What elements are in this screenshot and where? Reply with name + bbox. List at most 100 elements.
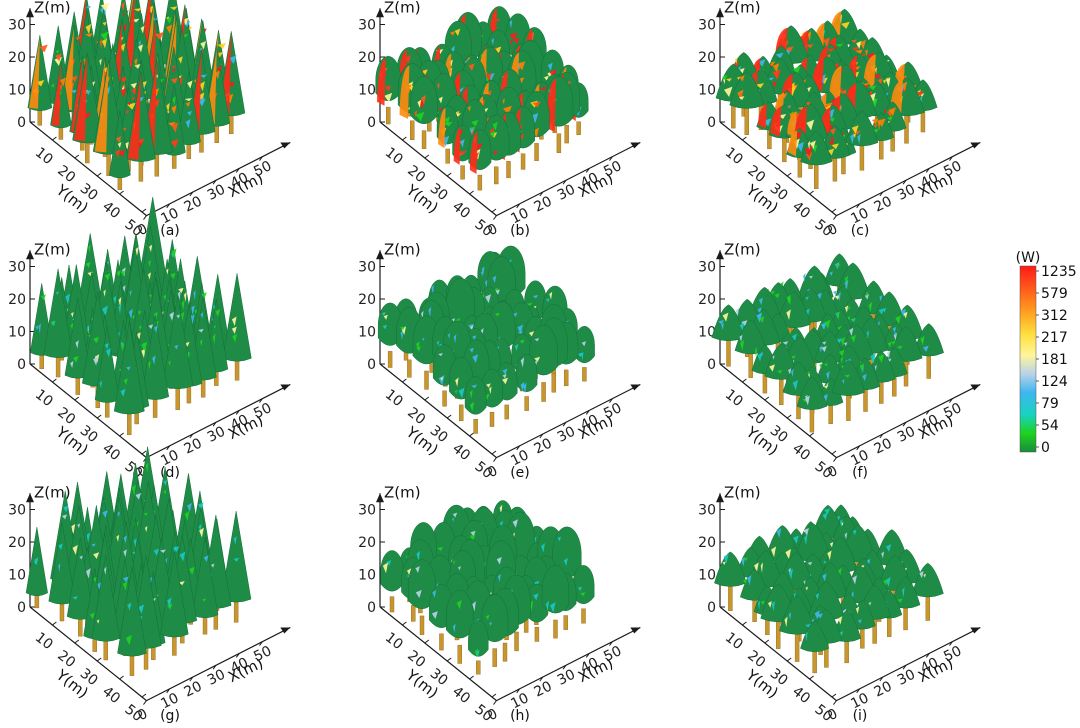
- x-tick-mark: [235, 168, 240, 173]
- irradiance-patch: [421, 94, 426, 105]
- tree-trunk: [903, 604, 908, 631]
- irradiance-patch: [831, 143, 839, 150]
- z-tick-label: 10: [358, 83, 376, 99]
- x-tick-label: 30: [205, 182, 228, 204]
- y-axis-line: [719, 121, 837, 217]
- irradiance-patch: [739, 68, 745, 74]
- x-tick-label: 10: [508, 690, 531, 712]
- irradiance-patch: [217, 42, 227, 50]
- z-axis-label: Z(m): [724, 240, 761, 258]
- z-tick-label: 10: [358, 568, 376, 584]
- irradiance-patch: [513, 37, 520, 45]
- irradiance-patch: [490, 130, 496, 139]
- irradiance-patch: [59, 77, 66, 87]
- irradiance-patch: [467, 105, 471, 112]
- irradiance-patch: [133, 538, 137, 548]
- irradiance-patch: [747, 575, 752, 586]
- irradiance-patch: [726, 78, 732, 82]
- irradiance-patch: [830, 128, 836, 136]
- irradiance-patch: [823, 37, 830, 48]
- irradiance-patch: [754, 562, 759, 573]
- irradiance-face: [438, 107, 446, 149]
- irradiance-patch: [153, 325, 158, 333]
- tree: [734, 319, 767, 378]
- panel: Z(m)01020301020304050Y(m)01020304050X(m)…: [698, 240, 981, 482]
- irradiance-patch: [200, 339, 203, 347]
- irradiance-patch: [171, 65, 176, 69]
- irradiance-patch: [872, 128, 879, 133]
- tree-trunk: [846, 392, 851, 421]
- x-tick-label: 50: [601, 158, 624, 180]
- tree: [221, 510, 252, 623]
- irradiance-patch: [754, 347, 758, 358]
- tree: [113, 321, 145, 436]
- x-tick-mark: [189, 433, 194, 439]
- irradiance-patch: [882, 79, 887, 84]
- x-tick-mark: [925, 653, 930, 658]
- irradiance-face: [51, 63, 61, 127]
- tree-trunk: [424, 370, 429, 390]
- irradiance-patch: [70, 361, 74, 369]
- irradiance-patch: [806, 119, 815, 131]
- irradiance-patch: [836, 338, 843, 344]
- irradiance-patch: [452, 517, 455, 522]
- x-tick-label: 30: [205, 424, 228, 446]
- x-tick-mark: [609, 156, 613, 161]
- irradiance-patch: [804, 146, 813, 157]
- irradiance-patch: [499, 504, 503, 516]
- irradiance-patch: [93, 356, 99, 366]
- irradiance-patch: [199, 74, 208, 78]
- y-tick-mark: [52, 621, 57, 626]
- tree: [222, 273, 252, 381]
- irradiance-patch: [143, 512, 148, 516]
- irradiance-patch: [838, 291, 841, 302]
- z-axis-label: Z(m): [384, 240, 421, 258]
- irradiance-patch: [785, 46, 794, 53]
- irradiance-patch: [489, 621, 492, 627]
- irradiance-patch: [826, 382, 829, 388]
- irradiance-patch: [755, 83, 765, 89]
- irradiance-patch: [786, 294, 791, 305]
- z-tick-label: 20: [8, 50, 26, 66]
- irradiance-patch: [120, 341, 123, 346]
- irradiance-patch: [759, 316, 765, 324]
- irradiance-patch: [384, 92, 393, 103]
- irradiance-patch: [887, 116, 893, 121]
- x-axis-arrow: [970, 384, 981, 391]
- irradiance-patch: [805, 395, 810, 406]
- irradiance-patch: [51, 83, 55, 89]
- panel-label: (c): [851, 223, 870, 239]
- irradiance-patch: [897, 598, 903, 603]
- irradiance-patch: [847, 306, 851, 310]
- irradiance-patch: [183, 291, 187, 302]
- tree-trunk: [809, 406, 815, 433]
- irradiance-patch: [436, 340, 440, 346]
- irradiance-patch: [545, 600, 549, 612]
- irradiance-patch: [793, 535, 799, 544]
- irradiance-patch: [722, 312, 729, 322]
- irradiance-patch: [809, 140, 816, 150]
- irradiance-patch: [870, 92, 876, 102]
- irradiance-patch: [520, 357, 525, 368]
- irradiance-face: [787, 130, 798, 157]
- y-tick-mark: [96, 414, 102, 419]
- x-tick-mark: [949, 641, 953, 646]
- x-tick-mark: [166, 203, 171, 209]
- x-tick-mark: [493, 457, 497, 462]
- irradiance-patch: [756, 312, 763, 323]
- tree: [117, 567, 147, 676]
- x-tick-mark: [143, 215, 147, 220]
- z-axis-arrow: [716, 493, 724, 503]
- y-tick-label: 40: [99, 199, 123, 223]
- y-tick-mark: [742, 621, 747, 626]
- z-tick-label: 0: [367, 357, 376, 373]
- colorbar-level-label: 79: [1041, 396, 1059, 412]
- tree-crown: [913, 323, 944, 357]
- y-tick-mark: [491, 208, 497, 213]
- tree: [109, 110, 131, 190]
- irradiance-patch: [803, 580, 806, 585]
- irradiance-patch: [40, 294, 46, 301]
- x-tick-mark: [212, 664, 217, 670]
- tree-trunk: [581, 608, 586, 624]
